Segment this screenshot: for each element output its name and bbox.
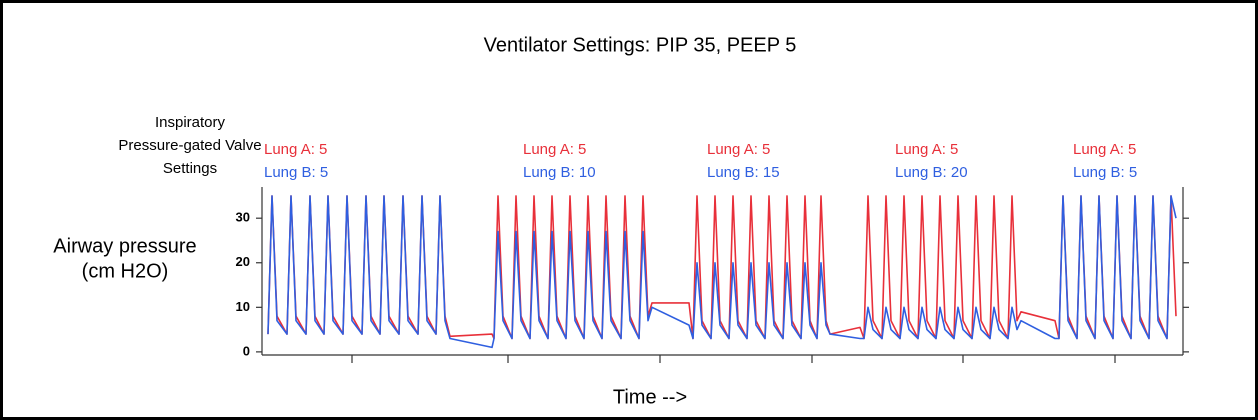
y-tick-label: 10 xyxy=(236,299,250,314)
lung-b-label: Lung B: 15 xyxy=(707,164,780,181)
settings-label: Pressure-gated Valve xyxy=(118,137,261,154)
y-axis-label: (cm H2O) xyxy=(82,260,169,282)
lung-a-label: Lung A: 5 xyxy=(523,141,586,158)
lung-a-label: Lung A: 5 xyxy=(707,141,770,158)
lung-a-label: Lung A: 5 xyxy=(264,141,327,158)
lung-b-label: Lung B: 10 xyxy=(523,164,596,181)
chart-title: Ventilator Settings: PIP 35, PEEP 5 xyxy=(484,34,797,56)
lung-b-label: Lung B: 5 xyxy=(1073,164,1137,181)
y-tick-label: 30 xyxy=(236,210,250,225)
settings-label: Inspiratory xyxy=(155,114,226,131)
y-axis-label: Airway pressure xyxy=(53,235,196,257)
lung-a-label: Lung A: 5 xyxy=(895,141,958,158)
y-tick-label: 20 xyxy=(236,254,250,269)
y-tick-label: 0 xyxy=(243,343,250,358)
x-axis-label: Time --> xyxy=(613,386,687,408)
lung-b-label: Lung B: 20 xyxy=(895,164,968,181)
lung-a-label: Lung A: 5 xyxy=(1073,141,1136,158)
lung-b-label: Lung B: 5 xyxy=(264,164,328,181)
settings-label: Settings xyxy=(163,160,217,177)
data-line xyxy=(267,195,1177,349)
